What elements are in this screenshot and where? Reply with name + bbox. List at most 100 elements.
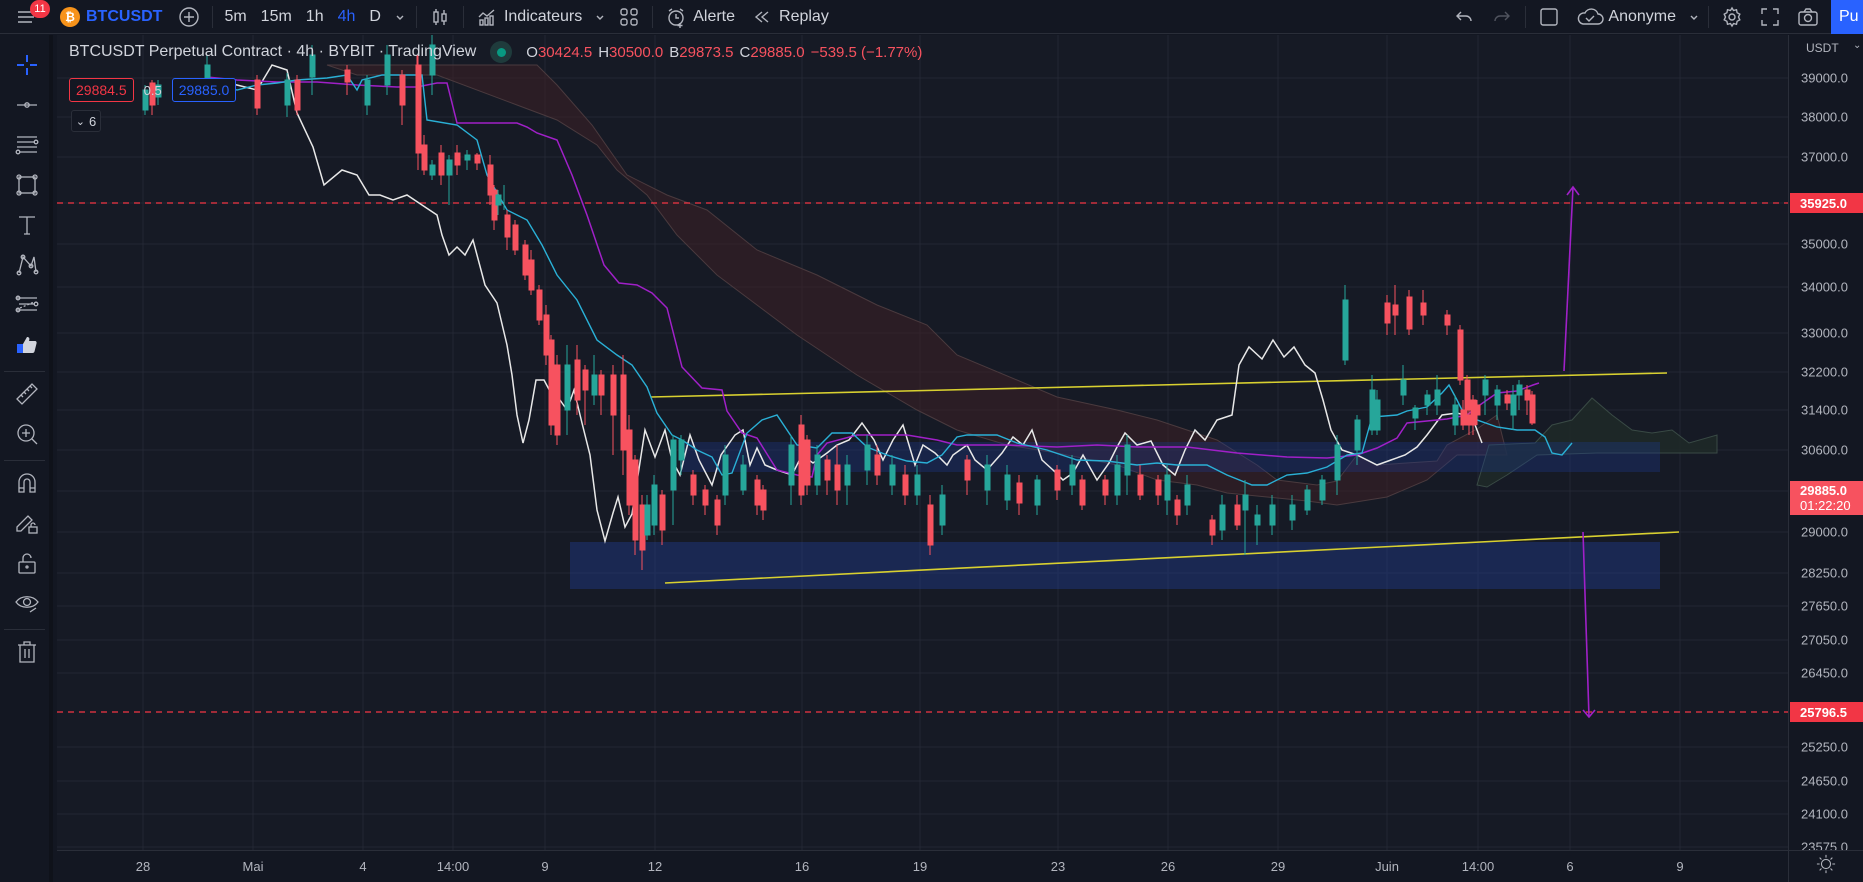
change-value: −539.5 (−1.77%) [810, 43, 923, 61]
time-tick-label: 4 [359, 859, 367, 874]
divider [652, 5, 654, 28]
replay-button[interactable]: Replay [743, 0, 837, 34]
interval-1d[interactable]: D [369, 7, 381, 25]
main-menu-button[interactable]: 11 [0, 0, 52, 34]
stay-drawing-mode-button[interactable] [0, 505, 53, 545]
snapshot-button[interactable] [1789, 0, 1827, 34]
fib-tool[interactable] [0, 127, 53, 167]
hide-drawings-button[interactable] [0, 585, 53, 625]
candles [142, 35, 1536, 570]
account-dropdown-button[interactable] [1684, 0, 1704, 34]
symbol-search-button[interactable]: ₿ BTCUSDT [52, 0, 170, 34]
axis-settings-button[interactable] [1788, 850, 1863, 882]
geometric-shapes-tool[interactable] [0, 167, 53, 207]
time-axis[interactable]: 28 Mai 4 14:00 9 12 16 19 23 26 29 Juin 14:00 6 9 [57, 850, 1788, 882]
price-tick-label: 33000.0 [1801, 325, 1848, 341]
magnet-mode-button[interactable] [0, 465, 53, 505]
low-value: 29873.5 [679, 43, 734, 61]
cloud-check-icon [1576, 6, 1605, 28]
price-tick-label: 30600.0 [1801, 442, 1848, 458]
time-tick-label: 29 [1270, 859, 1286, 874]
last-price-value: 29885.0 [1800, 483, 1847, 498]
crosshair-tool[interactable] [0, 47, 53, 87]
rectangle-icon [14, 172, 40, 203]
open-value: 30424.5 [537, 43, 593, 61]
trend-line-tool[interactable] [0, 87, 53, 127]
text-tool[interactable] [0, 207, 53, 247]
price-axis[interactable]: USDT ⌄ 39000.0 38000.0 37000.0 35000.0 34000… [1788, 35, 1863, 855]
chart-pane[interactable]: BTCUSDT Perpetual Contract · 4h · BYBIT … [57, 35, 1788, 850]
alarm-clock-icon [665, 6, 687, 28]
account-button[interactable]: Anonyme [1568, 0, 1684, 34]
divider [4, 629, 45, 630]
time-tick-label: 12 [647, 859, 663, 874]
patterns-tool[interactable] [0, 247, 53, 287]
sun-settings-icon [1816, 854, 1836, 879]
price-tick-label: 24650.0 [1801, 773, 1848, 789]
unlock-icon [14, 550, 40, 581]
alert-label: Alerte [693, 7, 736, 25]
magnet-icon [14, 470, 40, 501]
interval-dropdown-button[interactable] [388, 0, 412, 34]
close-key: C [739, 43, 751, 61]
divider [1708, 5, 1709, 28]
measure-tool[interactable] [0, 376, 53, 416]
interval-1h[interactable]: 1h [305, 7, 324, 25]
sell-button[interactable]: 29884.5 [69, 78, 134, 102]
compare-symbol-button[interactable] [170, 0, 208, 34]
time-tick-label: 16 [794, 859, 810, 874]
market-open-status-icon [490, 41, 513, 63]
price-chart-canvas [57, 35, 1788, 850]
time-tick-label: 28 [135, 859, 151, 874]
square-layout-icon [1538, 6, 1560, 28]
kijun-line [206, 76, 1540, 478]
interval-5m[interactable]: 5m [224, 7, 247, 25]
chevron-down-icon[interactable]: ⌄ [1853, 40, 1862, 51]
price-tick-label: 24100.0 [1801, 806, 1848, 822]
chevron-down-icon [394, 6, 406, 28]
currency-label[interactable]: USDT [1806, 41, 1839, 55]
divider [415, 5, 417, 28]
symbol-description[interactable]: BTCUSDT Perpetual Contract · 4h · BYBIT … [69, 43, 477, 60]
indicators-button[interactable]: Indicateurs [468, 0, 590, 34]
icons-tool[interactable] [0, 327, 53, 367]
divider [4, 460, 45, 461]
undo-icon [1453, 6, 1475, 28]
publish-button[interactable]: Pu [1831, 0, 1863, 34]
interval-4h[interactable]: 4h [337, 7, 356, 25]
indicators-collapse-button[interactable]: ⌄ 6 [71, 110, 101, 132]
price-tick-label: 29000.0 [1801, 524, 1848, 540]
interval-15m[interactable]: 15m [260, 7, 292, 25]
up-target-arrow [1563, 185, 1580, 372]
time-tick-label: 26 [1160, 859, 1176, 874]
alert-button[interactable]: Alerte [657, 0, 743, 34]
redo-button[interactable] [1483, 0, 1521, 34]
chart-legend: BTCUSDT Perpetual Contract · 4h · BYBIT … [69, 41, 928, 63]
indicators-dropdown-button[interactable] [590, 0, 610, 34]
price-tick-label: 32200.0 [1801, 364, 1848, 380]
price-tick-label: 35000.0 [1801, 236, 1848, 252]
remove-drawings-button[interactable] [0, 634, 53, 674]
settings-button[interactable] [1713, 0, 1751, 34]
zoom-in-tool[interactable] [0, 416, 53, 456]
fullscreen-button[interactable] [1751, 0, 1789, 34]
chevron-down-icon [1688, 6, 1700, 28]
hamburger-menu-icon [15, 6, 37, 28]
indicators-count: 6 [88, 113, 97, 129]
high-value: 30500.0 [609, 43, 664, 61]
time-tick-label: Juin [1375, 859, 1399, 874]
layouts-button[interactable] [610, 0, 648, 34]
time-tick-label: 23 [1050, 859, 1066, 874]
lock-drawings-button[interactable] [0, 545, 53, 585]
time-tick-label: Mai [242, 859, 264, 874]
buy-button[interactable]: 29885.0 [171, 78, 237, 102]
fullscreen-icon [1759, 6, 1781, 28]
bar-countdown: 01:22:20 [1800, 498, 1851, 513]
divider [4, 371, 45, 372]
layout-select-button[interactable] [1530, 0, 1568, 34]
chart-type-button[interactable] [421, 0, 459, 34]
close-value: 29885.0 [750, 43, 805, 61]
undo-button[interactable] [1445, 0, 1483, 34]
prediction-tool[interactable] [0, 287, 53, 327]
